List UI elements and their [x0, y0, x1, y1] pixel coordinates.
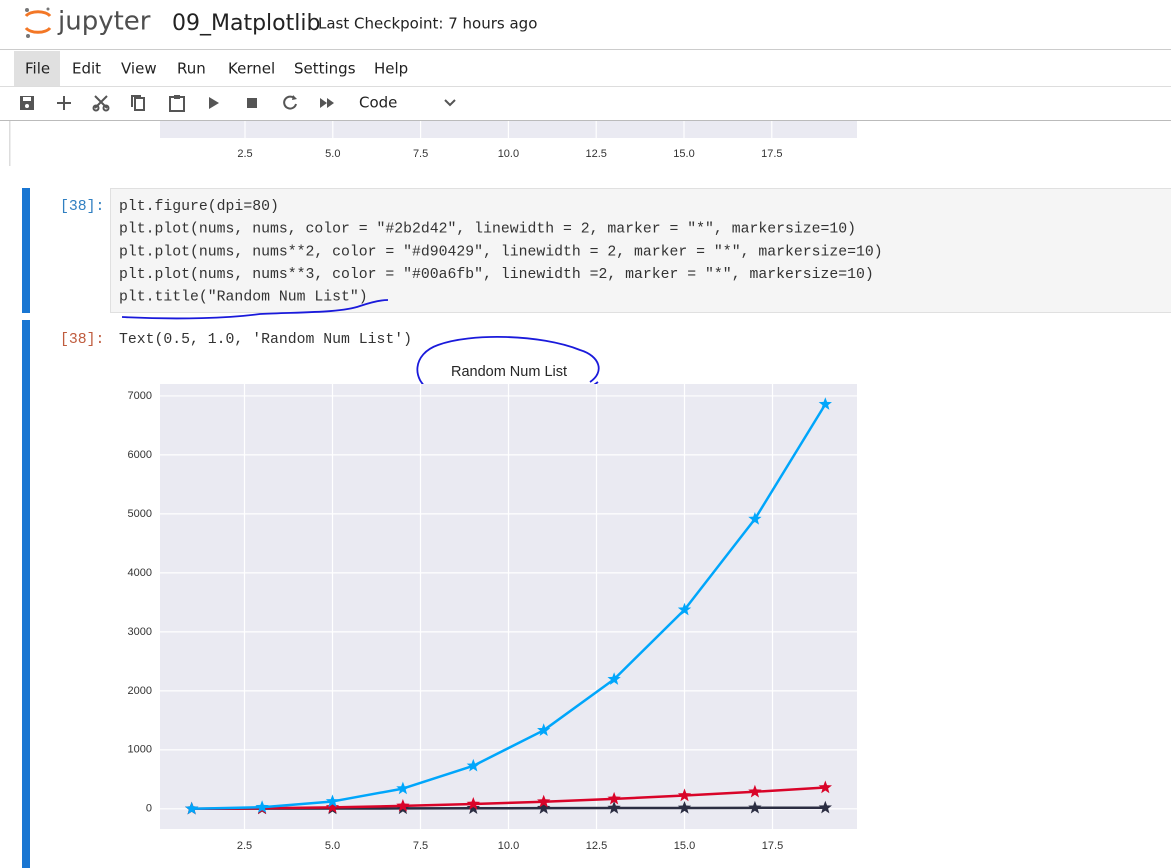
- cell-edge: [9, 121, 11, 166]
- star-marker: [818, 800, 832, 814]
- star-marker: [466, 801, 480, 814]
- series-line: [191, 786, 826, 811]
- x-tick-label: 15.0: [674, 840, 695, 852]
- code-line: plt.figure(dpi=80): [119, 199, 279, 215]
- paste-button[interactable]: [169, 95, 185, 112]
- star-marker: [748, 800, 762, 814]
- code-line: plt.plot(nums, nums**3, color = "#00a6fb…: [119, 267, 874, 283]
- x-tick-label: 2.5: [237, 148, 252, 160]
- code-line: plt.title("Random Num List"): [119, 290, 368, 306]
- menu-item[interactable]: Run: [177, 60, 206, 78]
- code-line: plt.plot(nums, nums, color = "#2b2d42", …: [119, 222, 856, 238]
- restart-button[interactable]: [283, 95, 297, 110]
- code-input[interactable]: [110, 188, 1171, 313]
- jupyter-logo[interactable]: [24, 7, 52, 39]
- y-tick-label: 6000: [128, 449, 152, 461]
- active-cell-bar: [22, 320, 30, 868]
- chart-title: Random Num List: [451, 364, 567, 380]
- x-tick-label: 7.5: [413, 840, 428, 852]
- star-marker: [748, 784, 762, 798]
- add-button[interactable]: [57, 96, 71, 110]
- menu-item[interactable]: Settings: [294, 60, 356, 78]
- star-marker: [537, 723, 551, 736]
- x-tick-label: 10.0: [498, 148, 519, 160]
- x-tick-label: 5.0: [325, 148, 340, 160]
- star-marker: [607, 791, 621, 805]
- star-marker: [255, 800, 269, 813]
- series-line: [191, 403, 827, 811]
- star-marker: [466, 758, 480, 772]
- dropdown-chevron[interactable]: [444, 99, 456, 107]
- input-prompt: [38]:: [60, 199, 104, 215]
- star-marker: [748, 512, 762, 525]
- logo-text: jupyter: [57, 7, 151, 37]
- menu-item[interactable]: Help: [374, 60, 408, 78]
- star-marker: [325, 794, 340, 808]
- star-marker: [466, 797, 480, 810]
- star-marker: [396, 781, 410, 795]
- cell-type[interactable]: Code: [359, 94, 397, 112]
- y-tick-label: 0: [146, 803, 152, 815]
- checkpoint: Last Checkpoint: 7 hours ago: [318, 15, 537, 33]
- star-marker: [677, 788, 692, 802]
- cut-button[interactable]: [92, 95, 110, 112]
- notebook-name[interactable]: 09_Matplotlib: [172, 11, 320, 36]
- x-tick-label: 12.5: [585, 148, 606, 160]
- star-marker: [607, 801, 621, 814]
- star-marker: [818, 780, 832, 794]
- toolbar: Code: [20, 94, 456, 112]
- star-marker: [607, 672, 621, 685]
- menu-item[interactable]: Edit: [72, 60, 101, 78]
- output-text: Text(0.5, 1.0, 'Random Num List'): [119, 332, 412, 348]
- star-marker: [537, 794, 551, 808]
- run-all-button[interactable]: [320, 98, 334, 108]
- y-tick-label: 2000: [128, 685, 152, 697]
- copy-button[interactable]: [131, 95, 145, 111]
- star-marker: [677, 800, 692, 814]
- x-tick-label: 17.5: [761, 148, 782, 160]
- star-marker: [325, 800, 340, 814]
- star-marker: [185, 801, 199, 815]
- save-button[interactable]: [20, 96, 34, 110]
- y-tick-label: 3000: [128, 626, 152, 638]
- stop-button[interactable]: [247, 98, 257, 108]
- x-tick-label: 7.5: [413, 148, 428, 160]
- x-tick-label: 17.5: [762, 840, 783, 852]
- star-marker: [818, 397, 832, 410]
- y-tick-label: 5000: [128, 508, 152, 520]
- star-marker: [537, 801, 551, 814]
- star-marker: [677, 602, 692, 616]
- menu-item[interactable]: Kernel: [228, 60, 275, 78]
- star-marker: [396, 798, 410, 812]
- y-tick-label: 7000: [128, 390, 152, 402]
- x-tick-label: 10.0: [498, 840, 519, 852]
- y-tick-label: 4000: [128, 567, 152, 579]
- x-tick-label: 5.0: [325, 840, 340, 852]
- menu-item[interactable]: File: [25, 60, 50, 78]
- menu-item[interactable]: View: [121, 60, 157, 78]
- run-button[interactable]: [209, 97, 219, 109]
- x-tick-label: 12.5: [586, 840, 607, 852]
- x-tick-label: 15.0: [673, 148, 694, 160]
- output-prompt: [38]:: [60, 332, 104, 348]
- menu-highlight: [14, 51, 60, 86]
- y-tick-label: 1000: [128, 744, 152, 756]
- hand-underline: [121, 299, 389, 320]
- x-tick-label: 2.5: [237, 840, 252, 852]
- code-line: plt.plot(nums, nums**2, color = "#d90429…: [119, 244, 883, 260]
- active-cell-bar: [22, 188, 30, 313]
